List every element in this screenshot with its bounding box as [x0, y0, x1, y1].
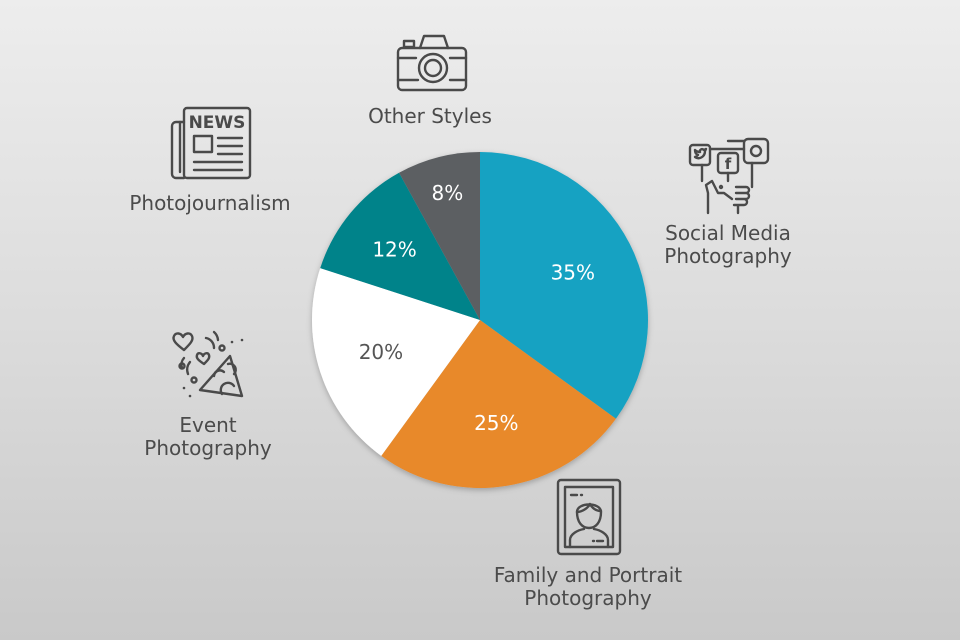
pie-slice-family-and-portrait-photography [381, 320, 616, 489]
label-social-line1: Social Media [665, 221, 791, 245]
slice-value-label: 20% [359, 340, 403, 364]
newspaper-icon: NEWS [170, 106, 252, 180]
social-media-hand-icon: f [688, 137, 770, 215]
slice-value-label: 35% [551, 261, 595, 285]
label-event-photography: Event Photography [110, 414, 306, 460]
pie-slice-social-media-photography [480, 152, 648, 419]
slice-value-label: 8% [432, 181, 464, 205]
svg-text:NEWS: NEWS [189, 113, 246, 133]
pie-slice-other-styles [399, 152, 480, 320]
slice-value-label: 12% [372, 237, 416, 261]
pie-slice-event-photography [312, 268, 480, 456]
label-family-portrait: Family and Portrait Photography [462, 564, 714, 610]
label-photojournalism: Photojournalism [129, 191, 291, 215]
label-event-line2: Photography [144, 436, 272, 460]
label-family-line1: Family and Portrait [493, 563, 683, 587]
label-other-styles: Other Styles [368, 104, 492, 128]
party-confetti-icon [172, 330, 244, 398]
camera-icon [396, 34, 468, 92]
label-event-line1: Event [179, 413, 237, 437]
slice-value-label: 25% [474, 411, 518, 435]
label-social-media: Social Media Photography [630, 222, 826, 268]
label-family-line2: Photography [524, 586, 652, 610]
pie-slice-photojournalism [320, 172, 480, 320]
svg-text:f: f [725, 155, 732, 173]
portrait-frame-icon [556, 478, 622, 556]
label-social-line2: Photography [664, 244, 792, 268]
